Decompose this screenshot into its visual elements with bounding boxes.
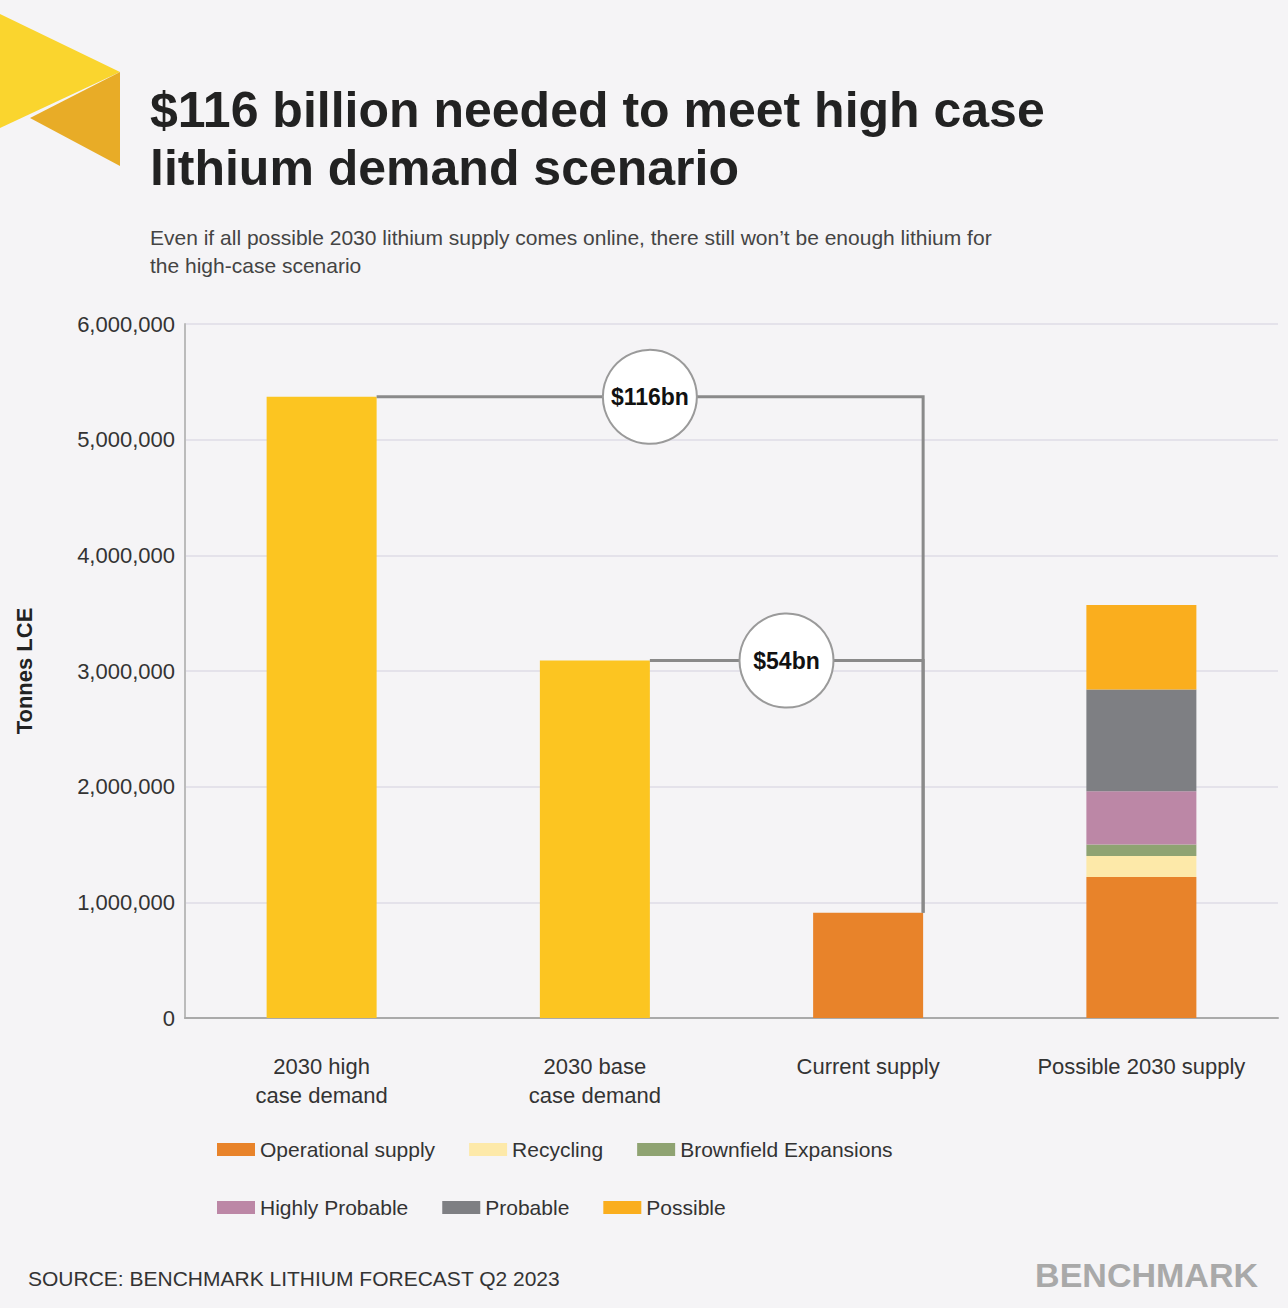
svg-text:$116bn: $116bn — [611, 384, 689, 410]
svg-text:lithium demand scenario: lithium demand scenario — [150, 140, 739, 196]
svg-text:Recycling: Recycling — [512, 1138, 603, 1161]
svg-text:$116 billion needed to meet hi: $116 billion needed to meet high case — [150, 82, 1045, 138]
svg-text:Even if all possible 2030 lith: Even if all possible 2030 lithium supply… — [150, 226, 992, 249]
svg-text:6,000,000: 6,000,000 — [77, 312, 175, 337]
svg-text:the high-case scenario: the high-case scenario — [150, 254, 361, 277]
svg-text:2030 high: 2030 high — [273, 1054, 370, 1079]
svg-text:Current supply: Current supply — [797, 1054, 940, 1079]
svg-text:2030 base: 2030 base — [543, 1054, 646, 1079]
svg-text:5,000,000: 5,000,000 — [77, 427, 175, 452]
svg-text:Highly Probable: Highly Probable — [260, 1196, 408, 1219]
svg-text:case demand: case demand — [256, 1083, 388, 1108]
svg-text:3,000,000: 3,000,000 — [77, 659, 175, 684]
svg-text:1,000,000: 1,000,000 — [77, 890, 175, 915]
svg-text:2,000,000: 2,000,000 — [77, 774, 175, 799]
svg-text:Brownfield Expansions: Brownfield Expansions — [680, 1138, 892, 1161]
svg-text:0: 0 — [163, 1006, 175, 1031]
svg-text:Operational supply: Operational supply — [260, 1138, 436, 1161]
svg-text:4,000,000: 4,000,000 — [77, 543, 175, 568]
svg-text:Probable: Probable — [485, 1196, 569, 1219]
svg-text:case demand: case demand — [529, 1083, 661, 1108]
svg-text:$54bn: $54bn — [753, 648, 819, 674]
svg-text:Possible: Possible — [646, 1196, 725, 1219]
svg-text:Tonnes LCE: Tonnes LCE — [12, 608, 37, 735]
svg-text:BENCHMARK: BENCHMARK — [1035, 1256, 1258, 1294]
svg-text:SOURCE: BENCHMARK LITHIUM FORE: SOURCE: BENCHMARK LITHIUM FORECAST Q2 20… — [28, 1267, 560, 1290]
svg-text:Possible 2030 supply: Possible 2030 supply — [1037, 1054, 1245, 1079]
